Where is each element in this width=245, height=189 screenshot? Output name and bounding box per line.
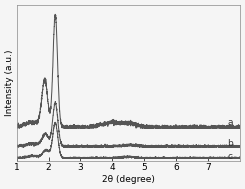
Y-axis label: Intensity (a.u.): Intensity (a.u.) (5, 50, 14, 116)
Text: c: c (227, 152, 232, 161)
X-axis label: 2θ (degree): 2θ (degree) (102, 175, 155, 184)
Text: a: a (227, 118, 233, 127)
Text: b: b (227, 139, 233, 148)
